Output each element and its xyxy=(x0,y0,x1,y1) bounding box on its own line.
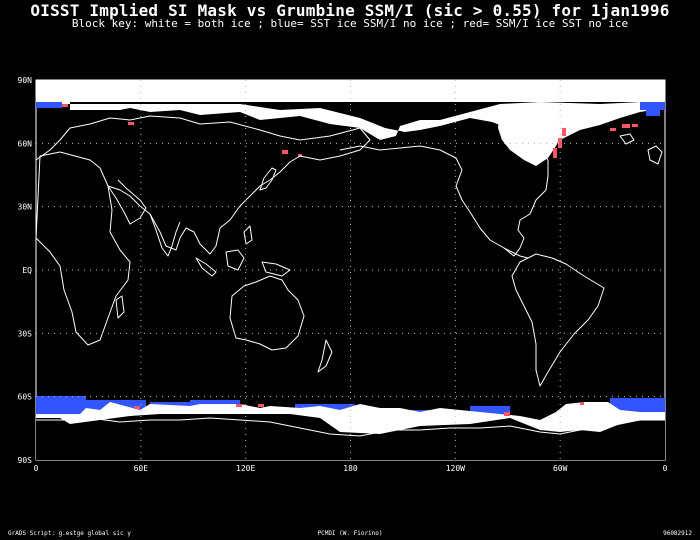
arctic-ssmi-only-red xyxy=(62,104,638,158)
map-subtitle: Block key: white = both ice ; blue= SST … xyxy=(71,17,629,30)
coastline-eurasia xyxy=(35,115,371,255)
coastline-caribbean xyxy=(503,247,529,259)
footer-script: GrADS Script: g.estge global sic y xyxy=(8,530,131,537)
lat-label: EQ xyxy=(22,266,32,275)
lon-label: 180 xyxy=(343,464,358,473)
coastline-australia xyxy=(229,275,305,351)
coastline-india xyxy=(149,213,181,257)
lat-label: 90N xyxy=(18,76,33,85)
coastline-philippines xyxy=(243,225,253,245)
coastline-new-guinea xyxy=(261,261,291,277)
lon-label: 60W xyxy=(553,464,568,473)
arctic-sst-only-blue xyxy=(36,102,665,116)
coastline-japan xyxy=(259,167,277,191)
lon-label: 120E xyxy=(236,464,255,473)
latitude-labels: 90N 60N 30N EQ 30S 60S 90S xyxy=(18,76,33,465)
footer-date-code: 96082912 xyxy=(663,530,692,537)
coastline-sumatra xyxy=(195,257,217,277)
coastline-iceland xyxy=(619,133,635,145)
coastline-antarctica xyxy=(36,417,665,437)
lat-label: 60N xyxy=(18,139,33,148)
arctic-ice xyxy=(36,80,665,166)
coastline-arabia xyxy=(107,179,147,225)
lon-label: 0 xyxy=(34,464,39,473)
lon-label: 0 xyxy=(663,464,668,473)
longitude-labels: 0 60E 120E 180 120W 60W 0 xyxy=(34,464,668,473)
antarctic-ice-holes xyxy=(36,414,665,460)
footer-credit: PCMDI (W. Fiorino) xyxy=(317,530,383,537)
lat-label: 60S xyxy=(18,393,33,402)
coastline-borneo xyxy=(225,249,245,271)
antarctic-ssmi-only-red xyxy=(134,402,584,416)
lat-label: 90S xyxy=(18,456,33,465)
lat-label: 30N xyxy=(18,203,33,212)
coastline-south-america xyxy=(511,253,605,387)
lat-label: 30S xyxy=(18,329,33,338)
lon-label: 120W xyxy=(446,464,465,473)
lon-label: 60E xyxy=(134,464,149,473)
coastline-africa xyxy=(35,151,131,346)
coastline-new-zealand xyxy=(317,339,333,373)
coastline-uk xyxy=(647,145,663,165)
coastline-madagascar xyxy=(115,295,125,319)
coastlines xyxy=(35,115,665,437)
map-title: OISST Implied SI Mask vs Grumbine SSM/I … xyxy=(30,1,670,20)
